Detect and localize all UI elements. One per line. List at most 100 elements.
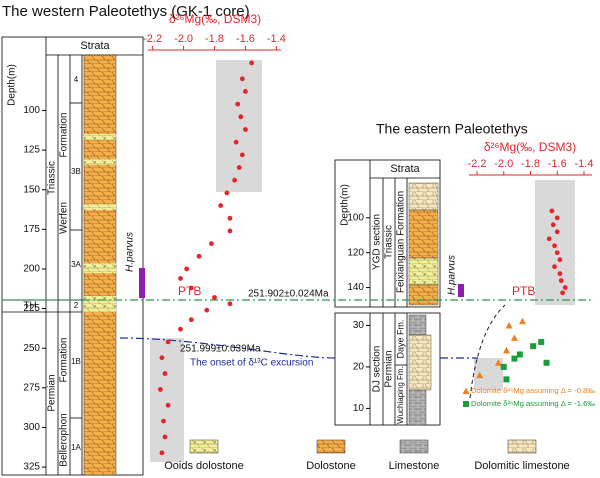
data-point <box>227 301 233 307</box>
data-point <box>554 250 560 256</box>
strata-header: Strata <box>80 40 110 52</box>
formation: Werfen <box>59 202 70 234</box>
data-point <box>232 177 238 183</box>
h-parvus-bar <box>458 284 464 297</box>
y-tick-label: 10 <box>353 403 365 414</box>
data-point <box>557 271 563 277</box>
ptb-label: PTB <box>512 284 535 298</box>
data-point <box>505 321 513 329</box>
member: 1A <box>71 443 81 452</box>
data-point <box>227 215 233 221</box>
data-point <box>511 355 518 362</box>
x-tick-label: -1.4 <box>574 158 593 170</box>
x-axis-label: δ²⁶Mg(‰, DSM3) <box>169 12 261 26</box>
data-point <box>243 127 248 132</box>
x-tick-label: -2.0 <box>174 33 193 45</box>
data-point <box>162 434 168 440</box>
data-point <box>212 295 217 300</box>
data-point <box>530 343 537 350</box>
formation: Daye Fm. <box>395 319 405 358</box>
formation: Wuchiaping Fm. <box>396 366 405 424</box>
member: 4 <box>74 75 79 84</box>
legend-label: Dolomite δ²⁶Mg assuming Δ = -1.6‰ <box>471 401 595 408</box>
data-point <box>184 266 190 272</box>
x-tick-label: -1.8 <box>521 158 540 170</box>
legend-swatch <box>399 439 429 454</box>
chart-title: The eastern Paleotethys <box>376 121 528 137</box>
formation: Formation <box>59 337 70 382</box>
member: 2 <box>74 301 79 310</box>
data-point <box>500 363 507 370</box>
data-point <box>562 285 568 290</box>
y-tick-label: 325 <box>23 462 40 473</box>
legend-symbol <box>462 387 470 394</box>
x-tick-label: -1.8 <box>205 33 224 45</box>
data-point <box>476 371 484 379</box>
data-point <box>159 450 165 456</box>
data-point <box>560 290 565 296</box>
y-axis-label: Depth(m) <box>7 64 18 106</box>
h-parvus-bar <box>139 268 145 298</box>
onset-line <box>119 337 478 359</box>
period: Triassic <box>47 161 58 195</box>
data-point <box>543 359 550 366</box>
data-point <box>554 229 560 235</box>
formation: Feixianguan Formation <box>396 191 407 293</box>
legend-swatch <box>507 439 537 454</box>
x-tick-label: -2.0 <box>494 158 513 170</box>
data-point <box>238 114 244 120</box>
data-point <box>236 165 242 170</box>
shading <box>150 338 184 462</box>
formation: Bellerophon <box>59 413 70 466</box>
y-tick-label: 30 <box>353 320 365 331</box>
member: 3B <box>71 167 81 176</box>
section: YGD section <box>372 214 383 270</box>
data-point <box>558 278 564 283</box>
y-tick-label: 125 <box>23 145 40 156</box>
data-point <box>233 139 239 145</box>
x-tick-label: -1.6 <box>236 33 255 45</box>
data-point <box>546 236 552 242</box>
y-tick-label: 200 <box>23 264 40 275</box>
legend-symbol <box>463 401 469 407</box>
age-label: 251.999±0.039Ma <box>180 344 261 355</box>
data-point <box>209 241 214 247</box>
data-point <box>188 317 194 323</box>
y-tick-label: 20 <box>353 362 365 373</box>
data-point <box>178 326 183 332</box>
formation: Formation <box>59 112 70 157</box>
ptb-label: PTB <box>178 284 201 298</box>
strata-header: Strata <box>390 163 420 175</box>
data-point <box>159 355 165 361</box>
data-point <box>165 339 171 345</box>
data-point <box>165 402 171 408</box>
data-point <box>157 387 163 392</box>
x-tick-label: -1.6 <box>548 158 567 170</box>
y-tick-label: 120 <box>347 247 364 258</box>
y-tick-label: 100 <box>23 105 40 116</box>
shading <box>535 180 575 305</box>
x-axis-label: δ²⁶Mg(‰, DSM3) <box>484 140 576 154</box>
data-point <box>243 89 248 94</box>
legend-label: Ooids dolostone <box>164 460 244 472</box>
data-point <box>503 376 510 383</box>
legend-label: Dolomitic limestone <box>474 460 569 472</box>
legend-label: Limestone <box>389 460 440 472</box>
boundary-label: TH <box>23 301 36 312</box>
y-axis-label: Depth(m) <box>340 184 351 226</box>
period: Triassic <box>384 225 395 259</box>
data-point <box>204 307 210 313</box>
data-point <box>178 276 183 281</box>
data-point <box>218 203 224 208</box>
x-tick-label: -1.4 <box>267 33 286 45</box>
data-point <box>516 351 523 358</box>
data-point <box>552 264 557 270</box>
western-strata: Strata Depth(m) Triassic Permian TH Form… <box>1 36 144 476</box>
data-point <box>538 339 545 346</box>
biozone-label: H.parvus <box>125 232 136 272</box>
chart-title: The western Paleotethys (GK-1 core) <box>2 3 250 20</box>
x-tick-label: -2.2 <box>143 33 162 45</box>
y-tick-label: 300 <box>23 422 40 433</box>
